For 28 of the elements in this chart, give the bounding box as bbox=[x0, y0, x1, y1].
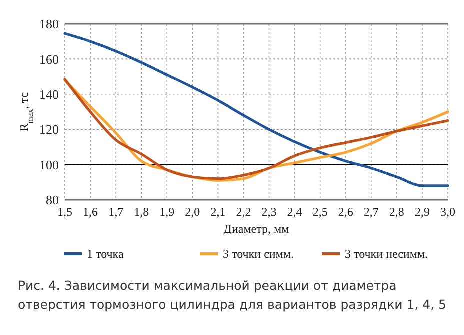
line-series bbox=[64, 32, 450, 188]
text: Рис. 4. Зависимости максимальной реакции от диаметра отверстия тормозного цилиндра для вариантов разрядки 1, 4, 5 bbox=[18, 278, 446, 312]
x-tick-label: 2,0 bbox=[185, 205, 200, 219]
y-tick-label: 160 bbox=[40, 52, 59, 67]
x-tick-label: 2,6 bbox=[338, 205, 354, 219]
x-tick-label: 2,1 bbox=[210, 205, 226, 219]
legend-label: 3 точки несимм. bbox=[345, 247, 428, 261]
x-tick-label: 2,5 bbox=[312, 205, 328, 219]
x-tick-label: 1,9 bbox=[160, 205, 175, 219]
legend-label: 3 точки симм. bbox=[223, 247, 294, 261]
x-tick-label: 2,8 bbox=[389, 205, 404, 219]
x-tick-label: 2,4 bbox=[287, 205, 302, 219]
x-tick-label: 2,9 bbox=[414, 205, 430, 219]
x-tick-label: 1,6 bbox=[83, 205, 98, 219]
x-tick-label: 2,7 bbox=[364, 205, 379, 219]
x-axis-title: Диаметр, мм bbox=[224, 222, 290, 236]
x-tick-label: 3,0 bbox=[440, 205, 456, 219]
y-tick-label: 100 bbox=[40, 157, 59, 172]
x-tick-label: 2,2 bbox=[236, 205, 252, 219]
legend-label: 1 точка bbox=[87, 247, 124, 261]
x-tick-label: 1,5 bbox=[58, 205, 72, 219]
y-tick-label: 80 bbox=[46, 192, 59, 208]
y-tick-label: 140 bbox=[40, 86, 59, 102]
y-tick-label: 180 bbox=[40, 16, 59, 32]
x-tick-label: 1,7 bbox=[108, 205, 124, 219]
x-tick-label: 2,3 bbox=[262, 205, 277, 219]
x-tick-label: 1,8 bbox=[134, 205, 150, 219]
y-tick-label: 120 bbox=[40, 122, 59, 138]
